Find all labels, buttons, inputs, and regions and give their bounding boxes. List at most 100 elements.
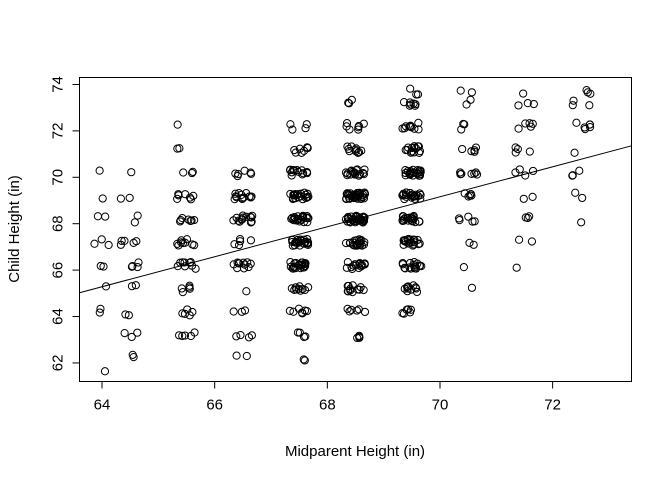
data-point — [414, 240, 423, 249]
data-point — [359, 119, 368, 128]
data-point — [401, 264, 410, 273]
data-point — [238, 215, 247, 224]
data-point — [512, 263, 521, 272]
data-point — [470, 169, 479, 178]
data-point — [246, 212, 255, 221]
x-axis-label: Midparent Height (in) — [285, 443, 425, 460]
x-tick-label: 64 — [94, 397, 111, 414]
x-tick-label: 66 — [206, 397, 223, 414]
data-point — [527, 237, 537, 246]
data-point — [349, 217, 358, 226]
data-point — [173, 144, 182, 153]
data-point — [575, 166, 584, 175]
data-point — [296, 189, 306, 198]
data-point — [359, 169, 368, 178]
data-point — [410, 235, 419, 244]
data-point — [470, 146, 479, 155]
data-point — [514, 235, 524, 244]
data-point — [344, 99, 354, 108]
x-tick-label: 72 — [544, 397, 561, 414]
data-point — [466, 189, 476, 199]
data-point — [186, 216, 195, 226]
data-point — [343, 258, 352, 267]
data-point — [525, 119, 534, 128]
data-point — [413, 235, 422, 245]
data-point — [465, 238, 474, 247]
data-point — [236, 330, 245, 340]
data-point — [585, 123, 595, 132]
data-point — [343, 281, 352, 291]
data-point — [467, 283, 477, 292]
data-point — [523, 99, 532, 108]
data-point — [462, 100, 471, 109]
y-tick-label: 64 — [50, 308, 67, 325]
data-point — [400, 124, 409, 133]
plot-frame — [79, 77, 632, 382]
x-tick-label: 68 — [319, 397, 336, 414]
data-point — [406, 84, 415, 93]
data-point — [242, 188, 251, 198]
data-point — [465, 191, 474, 200]
data-point — [523, 213, 532, 223]
data-point — [293, 235, 302, 245]
y-tick-label: 62 — [50, 355, 67, 372]
data-point — [410, 264, 419, 273]
data-point — [470, 217, 479, 226]
data-point — [399, 212, 408, 221]
data-point — [344, 98, 353, 107]
data-point — [173, 239, 182, 248]
data-point — [353, 241, 362, 250]
data-point — [348, 281, 357, 290]
data-point — [357, 262, 366, 271]
data-point — [131, 281, 140, 290]
data-point — [188, 167, 197, 176]
data-point — [302, 240, 311, 249]
data-point — [401, 213, 410, 222]
data-point — [511, 143, 520, 152]
y-tick-label: 70 — [50, 169, 67, 186]
data-point — [343, 189, 352, 198]
data-point — [405, 308, 415, 317]
data-point — [354, 121, 363, 131]
data-point — [359, 240, 369, 249]
data-point — [232, 332, 241, 341]
data-point — [414, 125, 423, 134]
data-point — [405, 122, 414, 131]
data-point — [577, 218, 586, 227]
x-tick-label: 70 — [432, 397, 449, 414]
data-point — [185, 281, 194, 290]
data-point — [355, 285, 364, 294]
data-point — [412, 190, 421, 199]
data-point — [343, 214, 353, 223]
data-point — [291, 194, 300, 203]
data-point — [190, 215, 199, 225]
data-point — [239, 258, 248, 267]
data-point — [401, 122, 410, 131]
y-tick-label: 74 — [50, 76, 67, 93]
data-point — [242, 212, 251, 221]
data-point — [173, 194, 182, 203]
data-point — [294, 284, 303, 293]
data-point — [184, 215, 193, 224]
data-point — [295, 328, 304, 337]
data-point — [287, 171, 296, 180]
data-point — [237, 190, 246, 199]
y-tick-label: 66 — [50, 262, 67, 279]
data-point — [408, 165, 418, 174]
data-point — [238, 194, 247, 204]
data-point — [528, 119, 537, 128]
data-point — [183, 305, 192, 314]
data-point — [285, 306, 294, 316]
data-point — [174, 190, 183, 199]
data-point — [243, 258, 252, 267]
data-point — [466, 95, 475, 104]
data-point — [286, 257, 295, 267]
data-point — [405, 101, 414, 110]
data-point — [585, 101, 594, 110]
data-point — [399, 98, 409, 107]
data-point — [359, 285, 368, 295]
data-point — [349, 193, 358, 203]
data-point — [286, 165, 295, 174]
data-point — [300, 285, 310, 295]
